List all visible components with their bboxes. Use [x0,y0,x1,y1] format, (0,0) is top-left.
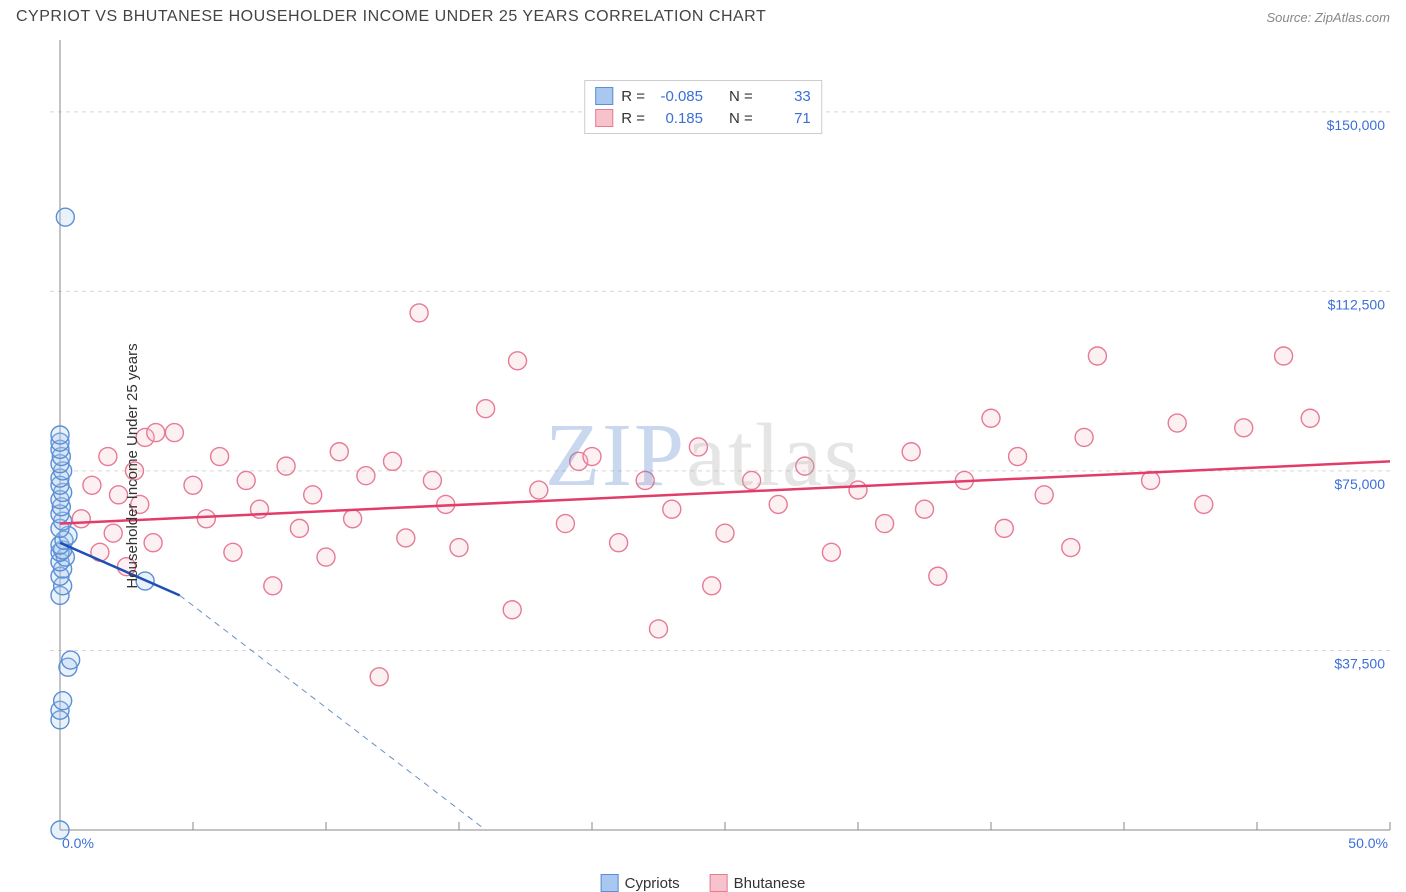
source-name: ZipAtlas.com [1315,10,1390,25]
chart-title: CYPRIOT VS BHUTANESE HOUSEHOLDER INCOME … [16,8,766,26]
scatter-plot-svg: $37,500 $75,000 $112,500 $150,000 0.0% 50.0% [0,40,1406,860]
y-axis-label: Householder Income Under 25 years [124,343,141,588]
n-label: N = [729,88,753,105]
svg-text:$37,500: $37,500 [1334,655,1385,671]
n-label: N = [729,110,753,127]
legend-item-cypriots: Cypriots [601,874,680,892]
svg-text:$75,000: $75,000 [1334,476,1385,492]
chart-container: Householder Income Under 25 years ZIPatl… [0,40,1406,892]
legend-label-bhutanese: Bhutanese [734,875,806,892]
legend-item-bhutanese: Bhutanese [710,874,806,892]
header-bar: CYPRIOT VS BHUTANESE HOUSEHOLDER INCOME … [0,0,1406,30]
svg-text:50.0%: 50.0% [1348,835,1388,851]
legend-swatch-bhutanese [710,874,728,892]
n-value-bhutanese: 71 [761,110,811,127]
stats-row-cypriots: R = -0.085 N = 33 [595,85,811,107]
r-label: R = [621,110,645,127]
n-value-cypriots: 33 [761,88,811,105]
swatch-cypriots [595,87,613,105]
swatch-bhutanese [595,109,613,127]
legend-swatch-cypriots [601,874,619,892]
svg-text:$150,000: $150,000 [1327,117,1386,133]
legend-label-cypriots: Cypriots [625,875,680,892]
correlation-stats-legend: R = -0.085 N = 33 R = 0.185 N = 71 [584,80,822,134]
svg-text:0.0%: 0.0% [62,835,94,851]
r-value-bhutanese: 0.185 [653,110,703,127]
stats-row-bhutanese: R = 0.185 N = 71 [595,107,811,129]
r-label: R = [621,88,645,105]
svg-text:$112,500: $112,500 [1328,296,1386,312]
source-prefix: Source: [1266,10,1314,25]
source-attribution: Source: ZipAtlas.com [1266,10,1390,25]
series-legend: Cypriots Bhutanese [601,874,806,892]
r-value-cypriots: -0.085 [653,88,703,105]
